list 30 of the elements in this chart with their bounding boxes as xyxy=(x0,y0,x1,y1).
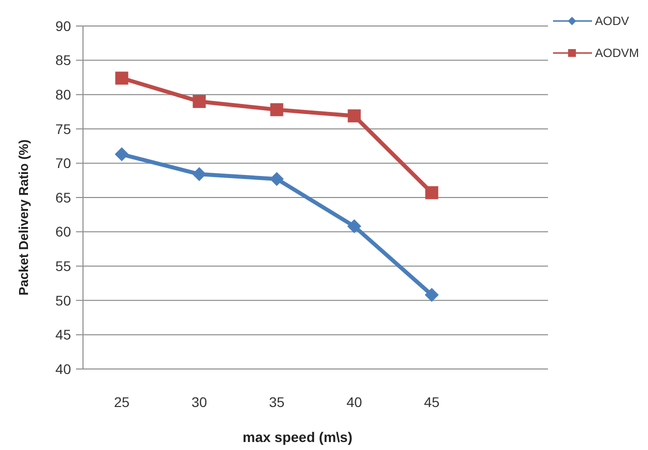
y-tick-label: 55 xyxy=(55,258,72,274)
point xyxy=(270,172,284,186)
x-tick-label: 25 xyxy=(114,394,130,410)
point xyxy=(114,147,129,162)
point xyxy=(425,186,438,200)
legend-label: AODVM xyxy=(595,46,640,60)
y-tick-label: 90 xyxy=(55,18,72,34)
y-tick-label: 75 xyxy=(55,120,72,137)
y-tick-label: 40 xyxy=(55,360,72,377)
point xyxy=(347,219,362,234)
point xyxy=(348,109,361,122)
point xyxy=(424,288,439,302)
y-tick-label: 85 xyxy=(55,52,72,68)
point xyxy=(192,94,206,108)
y-tick-label: 60 xyxy=(55,224,72,240)
y-tick-label: 70 xyxy=(55,155,72,172)
legend-label: AODV xyxy=(595,14,630,28)
y-tick-label: 65 xyxy=(55,189,72,206)
point xyxy=(192,167,206,182)
y-tick-label: 80 xyxy=(55,86,72,102)
x-tick-label: 45 xyxy=(424,394,440,410)
x-tick-label: 30 xyxy=(191,394,208,410)
point xyxy=(115,72,128,85)
y-axis-title: Packet Delivery Ratio (%) xyxy=(16,139,31,296)
x-axis-title: max speed (m\s) xyxy=(242,429,352,445)
y-tick-label: 45 xyxy=(55,326,72,343)
x-tick-label: 40 xyxy=(346,394,362,410)
point xyxy=(270,103,284,116)
y-tick-label: 50 xyxy=(55,292,72,308)
x-tick-label: 35 xyxy=(268,394,285,410)
